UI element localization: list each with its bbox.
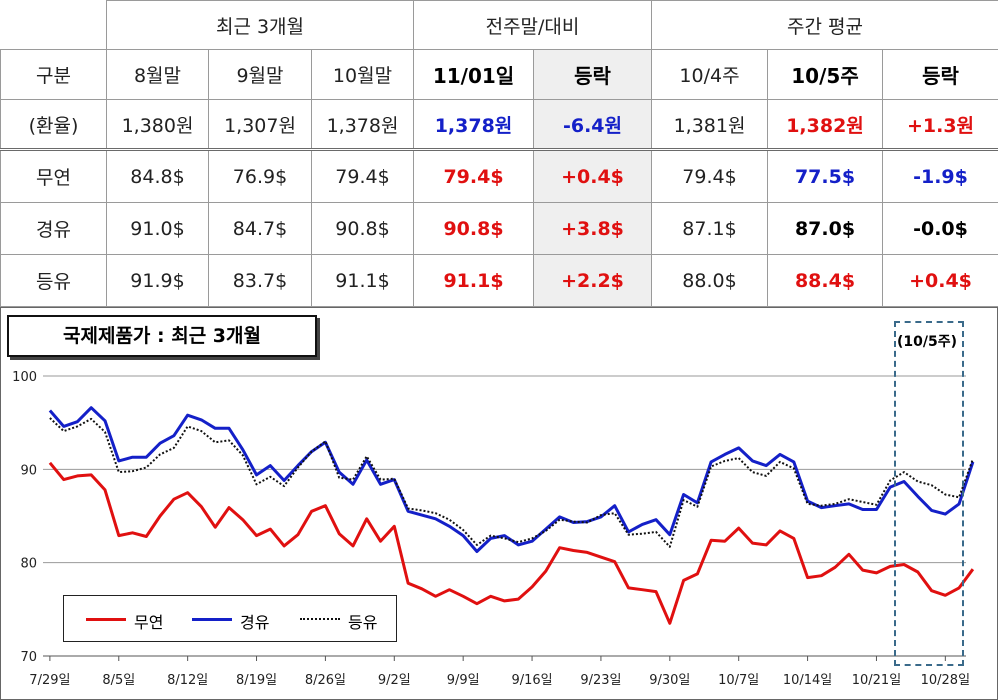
legend-label-gasoline: 무연 — [134, 613, 164, 632]
x-tick-label: 9/2일 — [378, 673, 411, 688]
table-cell: +0.4$ — [882, 254, 998, 307]
x-tick-label: 9/9일 — [447, 673, 480, 688]
table-cell: +1.3원 — [882, 99, 998, 151]
table-cell: -0.0$ — [882, 202, 998, 255]
column-header-change-daily: 등락 — [533, 49, 652, 100]
column-header-oct-end: 10월말 — [311, 49, 414, 100]
table-row-gasoline: 무연 84.8$ 76.9$ 79.4$ 79.4$ +0.4$ 79.4$ 7… — [0, 149, 998, 203]
legend-swatch-gasoline — [86, 618, 126, 621]
table-cell: +2.2$ — [533, 254, 652, 307]
highlight-week-label: (10/5주) — [897, 334, 958, 350]
group-header-recent: 최근 3개월 — [106, 0, 414, 50]
row-label-kerosene: 등유 — [0, 254, 107, 307]
table-cell: 76.9$ — [208, 149, 312, 203]
x-tick-label: 9/30일 — [649, 673, 690, 688]
chart-title: 국제제품가 : 최근 3개월 — [7, 315, 317, 357]
row-label-exchange-rate: (환율) — [0, 99, 107, 151]
table-cell: 84.7$ — [208, 202, 312, 255]
table-cell: 90.8$ — [413, 202, 534, 255]
table-cell: 1,378원 — [311, 99, 414, 151]
x-tick-label: 8/12일 — [167, 673, 208, 688]
x-tick-label: 10/14일 — [783, 673, 832, 688]
chart-panel: 70 80 90 100 7/29일 8/5일 8/12일 8/19일 8/26일 9/2일 9/9… — [0, 307, 998, 700]
x-tick-label: 10/21일 — [852, 673, 901, 688]
table-cell: -1.9$ — [882, 149, 998, 203]
table-cell: -6.4원 — [533, 99, 652, 151]
table-row-kerosene: 등유 91.9$ 83.7$ 91.1$ 91.1$ +2.2$ 88.0$ 8… — [0, 254, 998, 307]
chart-legend: 무연 경유 등유 — [63, 595, 397, 642]
table-cell: 1,378원 — [413, 99, 534, 151]
series-line-kerosene — [49, 417, 974, 548]
table-cell: 79.4$ — [311, 149, 414, 203]
table-cell: 87.1$ — [651, 202, 768, 255]
table-cell: 79.4$ — [651, 149, 768, 203]
table-cell: +0.4$ — [533, 149, 652, 203]
y-tick-label: 100 — [12, 370, 37, 385]
x-tick-label: 8/26일 — [305, 673, 346, 688]
table-cell: 91.1$ — [413, 254, 534, 307]
table-cell: 1,380원 — [106, 99, 209, 151]
x-tick-label: 8/5일 — [102, 673, 135, 688]
table-cell: 79.4$ — [413, 149, 534, 203]
y-tick-label: 80 — [20, 557, 37, 572]
header-blank-cell — [0, 0, 107, 50]
table-cell: 88.4$ — [767, 254, 883, 307]
column-header-nov01: 11/01일 — [413, 49, 534, 100]
table-row-diesel: 경유 91.0$ 84.7$ 90.8$ 90.8$ +3.8$ 87.1$ 8… — [0, 202, 998, 255]
series-line-diesel — [48, 406, 975, 553]
column-header-change-weekly: 등락 — [882, 49, 998, 100]
table-cell: 83.7$ — [208, 254, 312, 307]
table-cell: 84.8$ — [106, 149, 209, 203]
table-cell: 87.0$ — [767, 202, 883, 255]
x-tick-label: 9/23일 — [580, 673, 621, 688]
row-label-diesel: 경유 — [0, 202, 107, 255]
line-chart: 70 80 90 100 7/29일 8/5일 8/12일 8/19일 8/26일 9/2일 9/9… — [12, 370, 975, 688]
y-tick-label: 90 — [20, 463, 37, 478]
x-tick-label: 7/29일 — [29, 673, 70, 688]
legend-swatch-kerosene — [300, 618, 340, 620]
legend-label-diesel: 경유 — [240, 613, 270, 632]
x-tick-label: 10/28일 — [921, 673, 970, 688]
price-summary-table: 최근 3개월 전주말/대비 주간 평균 구분 8월말 9월말 10월말 11/0… — [0, 0, 998, 307]
legend-swatch-diesel — [192, 618, 232, 621]
highlight-week-box — [894, 321, 964, 666]
series-line-gasoline — [48, 461, 975, 625]
table-cell: +3.8$ — [533, 202, 652, 255]
y-tick-label: 70 — [20, 650, 37, 665]
column-header-aug-end: 8월말 — [106, 49, 209, 100]
legend-label-kerosene: 등유 — [348, 613, 378, 632]
table-cell: 91.9$ — [106, 254, 209, 307]
table-cell: 91.1$ — [311, 254, 414, 307]
row-label-gasoline: 무연 — [0, 149, 107, 203]
table-cell: 77.5$ — [767, 149, 883, 203]
column-header-category: 구분 — [0, 49, 107, 100]
group-header-prev-week: 전주말/대비 — [413, 0, 652, 50]
group-header-weekly-avg: 주간 평균 — [651, 0, 998, 50]
table-cell: 91.0$ — [106, 202, 209, 255]
table-cell: 1,307원 — [208, 99, 312, 151]
column-header-oct-week4: 10/4주 — [651, 49, 768, 100]
x-tick-label: 10/7일 — [718, 673, 759, 688]
column-header-oct-week5: 10/5주 — [767, 49, 883, 100]
table-row-exchange-rate: (환율) 1,380원 1,307원 1,378원 1,378원 -6.4원 1… — [0, 99, 998, 151]
column-header-sep-end: 9월말 — [208, 49, 312, 100]
table-cell: 90.8$ — [311, 202, 414, 255]
x-tick-label: 8/19일 — [236, 673, 277, 688]
table-cell: 88.0$ — [651, 254, 768, 307]
table-cell: 1,381원 — [651, 99, 768, 151]
table-cell: 1,382원 — [767, 99, 883, 151]
x-tick-label: 9/16일 — [511, 673, 552, 688]
